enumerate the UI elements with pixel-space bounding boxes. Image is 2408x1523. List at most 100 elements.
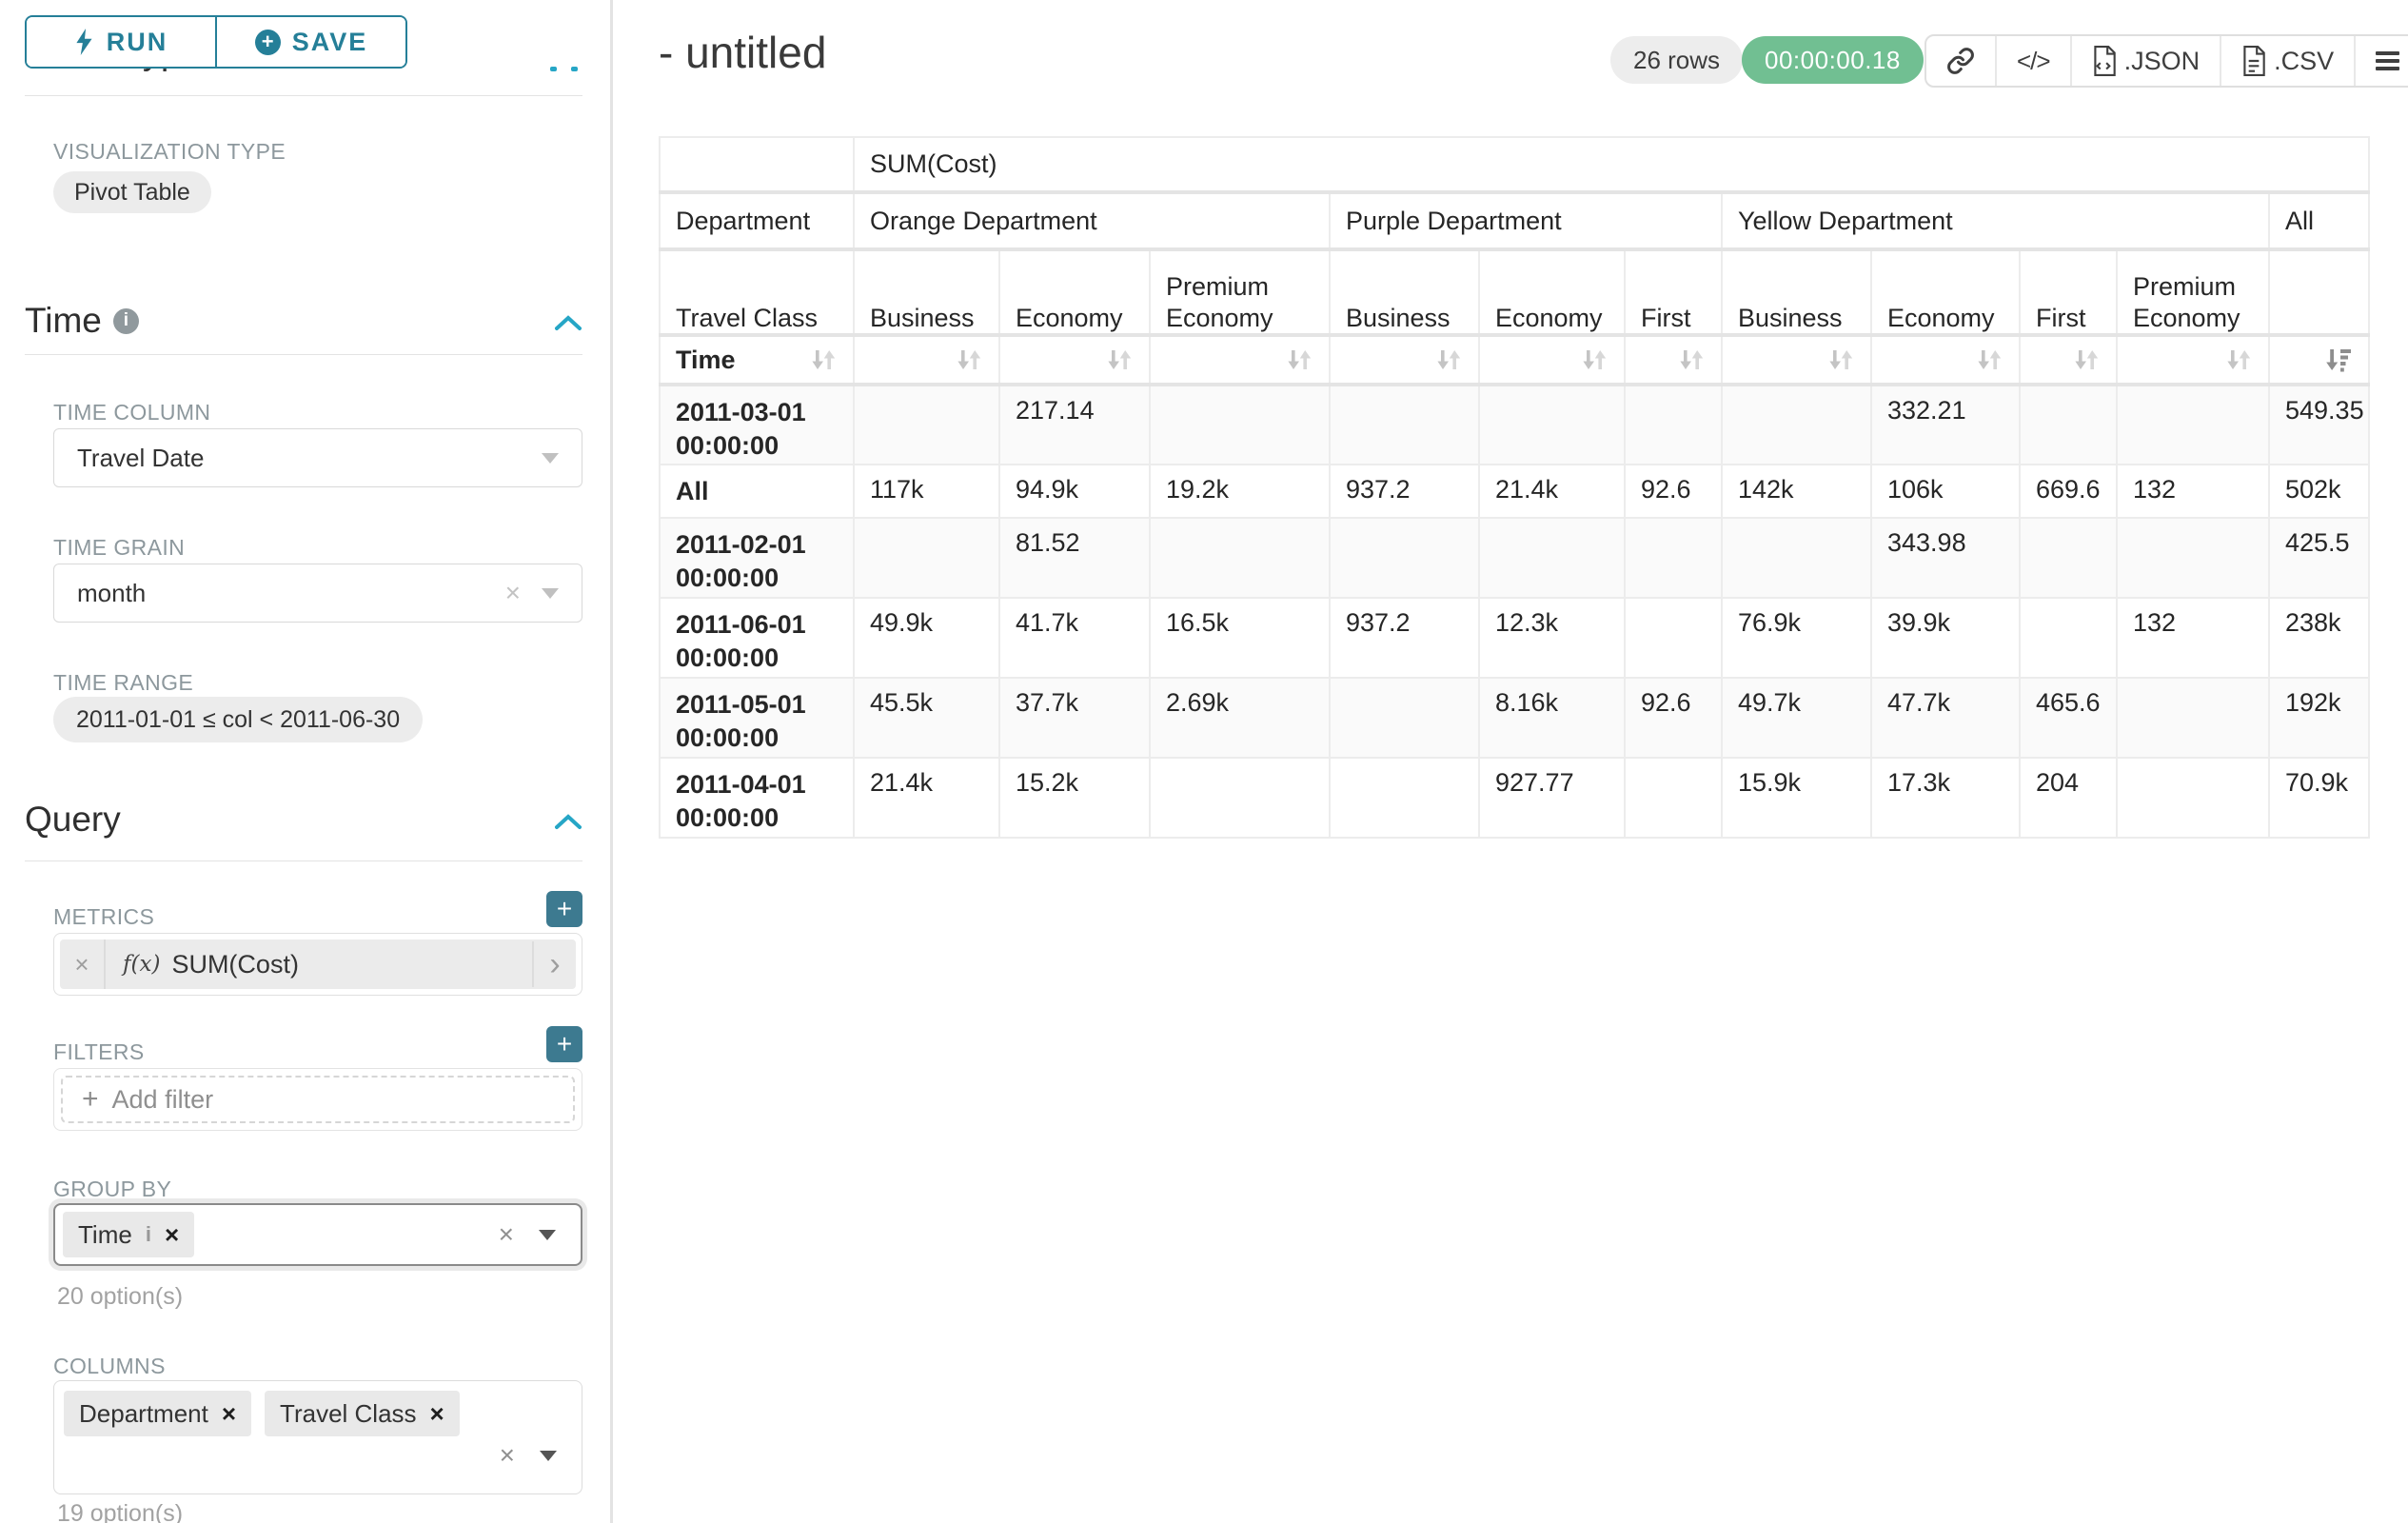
embed-code-button[interactable]: </>	[1995, 36, 2070, 86]
sort-icon[interactable]	[1826, 346, 1855, 374]
query-section-header[interactable]: Query	[25, 800, 121, 840]
pivot-cell	[1479, 385, 1625, 465]
sort-header[interactable]	[2117, 335, 2269, 385]
sort-header[interactable]	[999, 335, 1150, 385]
sort-icon[interactable]	[1105, 346, 1134, 374]
columns-value-pill[interactable]: Department×	[64, 1391, 251, 1436]
time-grain-select[interactable]: month ×	[53, 564, 582, 623]
sort-header[interactable]	[1625, 335, 1722, 385]
row-count-badge: 26 rows	[1610, 36, 1743, 84]
group-by-select[interactable]: Timei× ×	[53, 1203, 582, 1266]
pivot-cell: 343.98	[1871, 518, 2020, 598]
sort-icon[interactable]	[955, 346, 983, 374]
sort-icon[interactable]	[1975, 346, 2003, 374]
collapse-chevron-icon[interactable]	[554, 813, 582, 830]
time-section-header[interactable]: Time i	[25, 301, 139, 341]
sort-header[interactable]	[1479, 335, 1625, 385]
pivot-cell: 132	[2117, 598, 2269, 678]
export-json-button[interactable]: .JSON	[2070, 36, 2220, 86]
pivot-cell: 549.35	[2269, 385, 2369, 465]
columns-value-pill[interactable]: Travel Class ×	[265, 1391, 460, 1436]
pivot-subheader	[2269, 249, 2369, 335]
control-panel-sidebar: Chart Type RUN + SAVE VISUALIZATION TYPE…	[0, 0, 613, 1523]
add-filter-button[interactable]: + Add filter	[61, 1076, 575, 1123]
sort-header-row-dim[interactable]: Time	[660, 335, 854, 385]
clipped-chevron-tip	[550, 67, 557, 71]
run-save-button-group: RUN + SAVE	[25, 15, 407, 69]
pivot-cell	[1330, 385, 1479, 465]
time-column-label: TIME COLUMN	[53, 400, 210, 425]
pivot-row-header: 2011-05-01 00:00:00	[660, 678, 854, 758]
filters-label: FILTERS	[53, 1039, 145, 1065]
section-divider	[25, 95, 582, 96]
pivot-cell: 12.3k	[1479, 598, 1625, 678]
export-json-label: .JSON	[2124, 47, 2201, 76]
pivot-row: 2011-05-01 00:00:0045.5k37.7k2.69k8.16k9…	[660, 678, 2369, 758]
add-filter-plus-button[interactable]: +	[546, 1026, 582, 1062]
sort-header[interactable]	[2269, 335, 2369, 385]
sort-desc-icon[interactable]	[2324, 346, 2353, 374]
expand-metric-icon[interactable]: ›	[532, 941, 576, 987]
pivot-row: 2011-03-01 00:00:00217.14332.21549.35	[660, 385, 2369, 465]
sort-header[interactable]	[1871, 335, 2020, 385]
pivot-cell: 17.3k	[1871, 758, 2020, 838]
group-by-value-pill[interactable]: Timei×	[63, 1212, 194, 1257]
pivot-cell	[1722, 518, 1871, 598]
run-button[interactable]: RUN	[27, 17, 215, 67]
pivot-cell: 132	[2117, 465, 2269, 518]
pivot-cell: 76.9k	[1722, 598, 1871, 678]
link-icon	[1946, 47, 1975, 75]
time-column-select[interactable]: Travel Date	[53, 428, 582, 487]
remove-metric-icon[interactable]: ×	[60, 940, 106, 989]
sort-icon[interactable]	[809, 346, 838, 374]
clear-icon[interactable]: ×	[505, 578, 521, 608]
add-metric-button[interactable]: +	[546, 891, 582, 927]
pivot-cell: 47.7k	[1871, 678, 2020, 758]
remove-pill-icon[interactable]: ×	[430, 1399, 444, 1429]
clear-all-icon[interactable]: ×	[500, 1440, 515, 1471]
remove-pill-icon[interactable]: ×	[165, 1220, 179, 1250]
sort-header[interactable]	[2020, 335, 2117, 385]
copy-link-button[interactable]	[1926, 36, 1995, 86]
pivot-subheader: First	[2020, 249, 2117, 335]
pivot-row-header: 2011-02-01 00:00:00	[660, 518, 854, 598]
time-range-value[interactable]: 2011-01-01 ≤ col < 2011-06-30	[53, 697, 423, 742]
time-section-title: Time	[25, 301, 102, 341]
metric-item[interactable]: × f(x) SUM(Cost) ›	[60, 940, 576, 989]
sort-icon[interactable]	[2072, 346, 2101, 374]
pill-label: Travel Class	[280, 1399, 417, 1429]
pivot-corner-cell	[660, 137, 854, 192]
clear-all-icon[interactable]: ×	[499, 1219, 514, 1250]
sort-header[interactable]	[1330, 335, 1479, 385]
columns-label: COLUMNS	[53, 1354, 166, 1379]
chevron-down-icon	[542, 453, 559, 464]
export-csv-button[interactable]: .CSV	[2220, 36, 2354, 86]
pivot-cell: 937.2	[1330, 465, 1479, 518]
pivot-cell: 332.21	[1871, 385, 2020, 465]
pivot-cell: 425.5	[2269, 518, 2369, 598]
more-options-button[interactable]	[2354, 36, 2408, 86]
export-toolbar: </> .JSON .CSV	[1924, 34, 2408, 88]
visualization-type-value[interactable]: Pivot Table	[53, 171, 211, 213]
group-by-helper-text: 20 option(s)	[57, 1283, 183, 1311]
chevron-down-icon	[540, 1451, 557, 1461]
collapse-chevron-icon[interactable]	[554, 314, 582, 331]
remove-pill-icon[interactable]: ×	[222, 1399, 236, 1429]
pivot-cell: 21.4k	[1479, 465, 1625, 518]
pivot-cell: 92.6	[1625, 678, 1722, 758]
sort-icon[interactable]	[1285, 346, 1313, 374]
sort-icon[interactable]	[1434, 346, 1463, 374]
pivot-cell	[1625, 758, 1722, 838]
sort-header[interactable]	[854, 335, 999, 385]
pivot-cell	[1722, 385, 1871, 465]
sort-icon[interactable]	[2224, 346, 2253, 374]
columns-select[interactable]: Department× Travel Class × ×	[53, 1380, 582, 1494]
sort-header[interactable]	[1722, 335, 1871, 385]
save-button[interactable]: + SAVE	[215, 17, 405, 67]
sort-icon[interactable]	[1677, 346, 1706, 374]
sort-header[interactable]	[1150, 335, 1330, 385]
section-divider	[25, 354, 582, 355]
sort-icon[interactable]	[1580, 346, 1609, 374]
pivot-cell	[1150, 385, 1330, 465]
pivot-cell	[2117, 678, 2269, 758]
